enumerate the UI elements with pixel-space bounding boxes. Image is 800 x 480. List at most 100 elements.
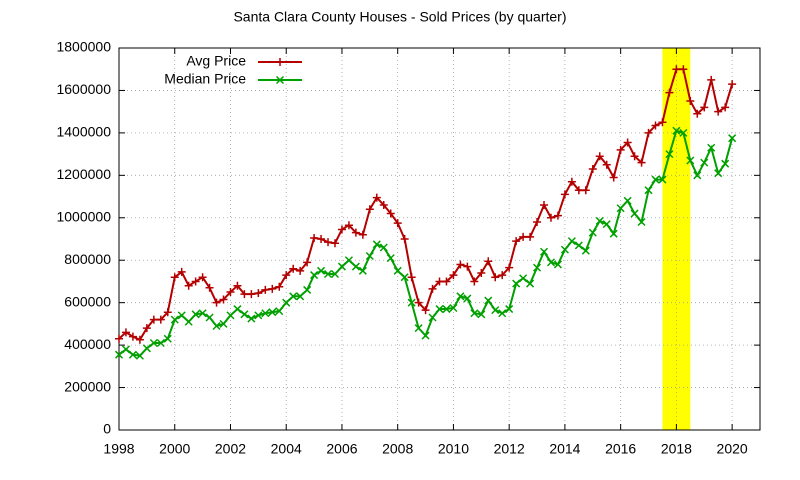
data-point	[707, 75, 716, 84]
data-point	[358, 230, 367, 239]
x-tick-label: 2002	[215, 441, 246, 457]
data-point	[254, 289, 263, 298]
data-point	[344, 256, 353, 265]
data-point	[191, 310, 200, 319]
data-point	[156, 338, 165, 348]
data-point	[135, 335, 144, 344]
data-point	[177, 311, 186, 320]
data-point	[400, 235, 409, 243]
data-point	[310, 233, 319, 242]
data-point	[261, 285, 270, 294]
data-point	[616, 145, 625, 154]
data-point	[435, 305, 444, 314]
data-point	[428, 284, 437, 293]
data-point	[233, 305, 242, 314]
y-tick-label: 1200000	[56, 166, 111, 182]
data-point	[609, 229, 618, 238]
data-point	[135, 351, 144, 360]
data-point	[303, 285, 312, 294]
highlight-band	[662, 48, 691, 430]
x-tick-label: 2014	[549, 441, 580, 457]
data-point	[414, 298, 423, 307]
legend-label: Median Price	[164, 71, 246, 87]
data-point	[602, 160, 611, 169]
data-point	[456, 292, 465, 301]
y-tick-label: 1400000	[56, 124, 111, 140]
data-point	[421, 306, 430, 315]
series-line	[118, 129, 734, 357]
data-point	[372, 240, 381, 249]
data-point	[261, 309, 270, 318]
data-point	[358, 266, 367, 275]
data-point	[386, 209, 395, 218]
data-point	[365, 205, 374, 214]
data-point	[282, 271, 291, 280]
data-point	[275, 282, 284, 291]
data-point	[282, 298, 291, 307]
data-point	[644, 128, 653, 137]
data-point	[323, 269, 333, 279]
data-point	[714, 107, 723, 116]
data-point	[421, 331, 430, 340]
data-point	[505, 305, 514, 314]
data-point	[303, 258, 312, 267]
y-tick-label: 0	[103, 421, 111, 437]
data-point	[365, 251, 374, 261]
data-point	[191, 277, 200, 286]
data-point	[637, 158, 646, 167]
y-tick-label: 1000000	[56, 208, 111, 224]
data-point	[560, 190, 569, 199]
data-point	[588, 228, 597, 237]
data-point	[212, 321, 221, 331]
data-point	[114, 350, 124, 359]
data-point	[498, 271, 507, 280]
x-tick-label: 2020	[717, 441, 748, 457]
data-point	[498, 309, 507, 318]
data-point	[177, 267, 186, 276]
data-point	[128, 350, 137, 359]
data-point	[449, 271, 458, 280]
data-point	[637, 217, 646, 227]
data-point	[407, 298, 416, 307]
data-point	[539, 247, 549, 256]
data-point	[533, 263, 542, 272]
data-point	[574, 241, 583, 250]
data-point	[198, 309, 207, 318]
data-point	[533, 218, 542, 227]
y-tick-label: 800000	[64, 251, 111, 267]
data-point	[623, 196, 632, 205]
data-point	[526, 232, 535, 241]
data-point	[407, 273, 416, 282]
data-point	[170, 273, 179, 282]
data-point	[665, 88, 674, 97]
data-point	[581, 246, 590, 255]
data-point	[491, 306, 500, 315]
data-point	[574, 186, 583, 195]
data-point	[128, 332, 137, 341]
data-point	[623, 138, 632, 147]
data-point	[442, 305, 451, 314]
data-point	[296, 292, 305, 301]
data-point	[442, 277, 451, 286]
data-point	[470, 277, 479, 286]
data-point	[679, 65, 688, 74]
data-point	[247, 314, 256, 323]
data-point	[337, 262, 346, 271]
data-point	[386, 254, 395, 263]
data-point	[707, 143, 716, 152]
data-point	[142, 344, 151, 353]
data-point	[149, 338, 158, 348]
data-point	[317, 266, 326, 275]
data-point	[714, 169, 723, 178]
y-tick-label: 200000	[64, 378, 111, 394]
data-point	[693, 109, 702, 118]
data-point	[546, 258, 556, 267]
data-point	[296, 266, 305, 275]
data-point	[240, 310, 249, 319]
data-point	[449, 303, 458, 313]
data-point	[595, 152, 604, 161]
data-point	[595, 216, 604, 225]
data-point	[198, 273, 207, 282]
data-point	[456, 260, 465, 269]
